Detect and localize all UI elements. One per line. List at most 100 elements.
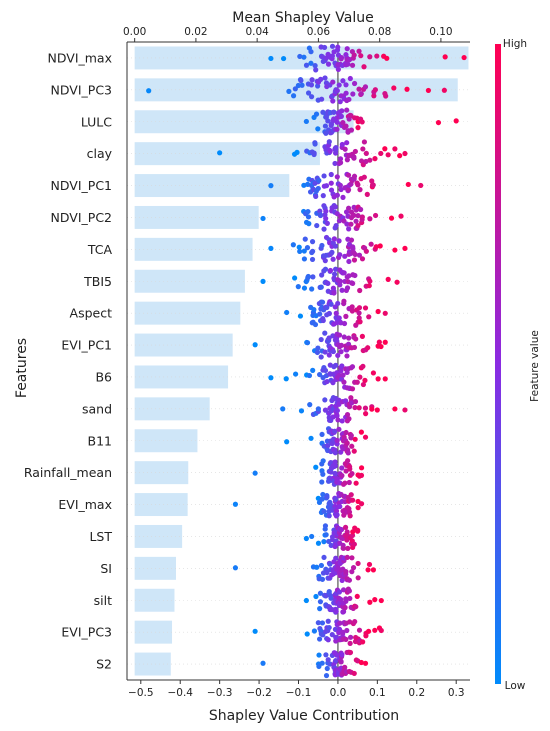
shap-dot <box>325 280 331 287</box>
shap-dot <box>339 473 345 479</box>
shap-dot <box>313 464 319 470</box>
shap-dot <box>314 564 320 570</box>
shap-dot <box>305 181 311 187</box>
shap-dot <box>329 249 335 255</box>
shap-dot <box>365 628 372 634</box>
shap-dot <box>359 256 366 262</box>
shap-dot <box>358 53 364 59</box>
shap-dot <box>336 589 343 595</box>
shap-dot <box>322 258 328 264</box>
shap-dot <box>323 215 329 222</box>
shap-dot <box>329 53 335 59</box>
shap-dot <box>346 226 352 232</box>
shap-dot <box>346 335 352 341</box>
shap-dot <box>307 402 313 408</box>
shap-dot <box>345 172 352 178</box>
shap-dot <box>280 55 287 62</box>
shap-dot <box>317 606 323 612</box>
shap-dot <box>342 664 348 670</box>
shap-dot <box>320 458 326 464</box>
shap-dot <box>349 569 355 575</box>
shap-dot <box>318 562 325 569</box>
shap-dot <box>336 238 342 244</box>
shap-dot <box>342 524 349 530</box>
shap-dot <box>367 157 373 163</box>
shap-dot <box>260 660 266 666</box>
shap-dot <box>351 52 357 58</box>
feature-label: Rainfall_mean <box>24 465 112 480</box>
shap-dot <box>146 88 152 94</box>
shap-dot <box>383 93 389 99</box>
shap-dot <box>347 640 353 646</box>
shap-dot <box>326 310 332 317</box>
shap-dot <box>319 479 325 485</box>
shap-dot <box>358 472 365 478</box>
shap-dot <box>370 182 376 188</box>
shap-dot <box>297 248 303 255</box>
shap-dot <box>304 340 311 346</box>
shap-dot <box>298 77 304 84</box>
shap-dot <box>320 193 326 199</box>
shap-dot <box>346 577 353 583</box>
mean-shap-bar <box>134 620 173 644</box>
shap-dot <box>337 620 343 626</box>
shap-dot <box>346 479 352 486</box>
feature-label: Aspect <box>70 306 113 321</box>
shap-dot <box>298 408 305 414</box>
shap-dot <box>358 206 364 213</box>
shap-dot <box>340 78 346 84</box>
shap-dot <box>347 595 353 602</box>
shap-dot <box>384 55 390 61</box>
shap-dot <box>343 598 349 604</box>
shap-dot <box>351 344 358 351</box>
shap-dot <box>327 148 333 154</box>
shap-dot <box>349 308 355 314</box>
shap-dot <box>358 429 364 435</box>
bottom-tick-label: −0.5 <box>128 687 154 699</box>
shap-dot <box>320 491 326 498</box>
shap-dot <box>398 213 404 219</box>
shap-dot <box>355 223 361 229</box>
shap-dot <box>345 450 351 456</box>
top-tick-label: 0.06 <box>307 26 331 38</box>
shap-dot <box>284 439 290 445</box>
shap-dot <box>339 141 345 148</box>
shap-dot <box>335 417 341 423</box>
feature-label: NDVI_PC2 <box>51 210 112 225</box>
shap-dot <box>339 363 345 369</box>
shap-dot <box>363 150 369 157</box>
shap-dot <box>318 76 324 82</box>
shap-dot <box>367 54 373 60</box>
shap-dot <box>333 362 339 368</box>
feature-label: EVI_max <box>58 497 112 512</box>
feature-labels: NDVI_max NDVI_PC3 LULC clay NDVI_PC1 NDVI_PC2… <box>24 50 113 671</box>
mean-shap-bar <box>134 365 229 389</box>
shap-dot <box>356 310 362 316</box>
shap-dot <box>322 407 329 413</box>
shap-dot <box>344 353 350 359</box>
shap-dot <box>345 545 351 551</box>
shap-dot <box>385 152 391 158</box>
bottom-tick-label: −0.4 <box>167 687 193 699</box>
shap-dot <box>336 315 342 321</box>
shap-dot <box>362 434 369 440</box>
shap-dot <box>378 150 384 157</box>
shap-dot <box>418 182 424 189</box>
shap-dot <box>405 181 411 188</box>
shap-dots <box>146 43 467 679</box>
feature-label: TCA <box>87 242 113 257</box>
shap-dot <box>326 588 332 595</box>
shap-dot <box>302 236 308 242</box>
shap-dot <box>337 278 343 284</box>
shap-dot <box>319 660 325 666</box>
shap-dot <box>342 146 348 152</box>
colorbar-title: Feature value <box>529 330 541 402</box>
shap-dot <box>338 596 344 603</box>
shap-dot <box>315 620 321 626</box>
shap-dot <box>355 213 361 219</box>
feature-label: LULC <box>81 114 112 129</box>
shap-dot <box>325 61 332 67</box>
mean-shap-bar <box>134 493 188 517</box>
shap-dot <box>372 87 378 93</box>
